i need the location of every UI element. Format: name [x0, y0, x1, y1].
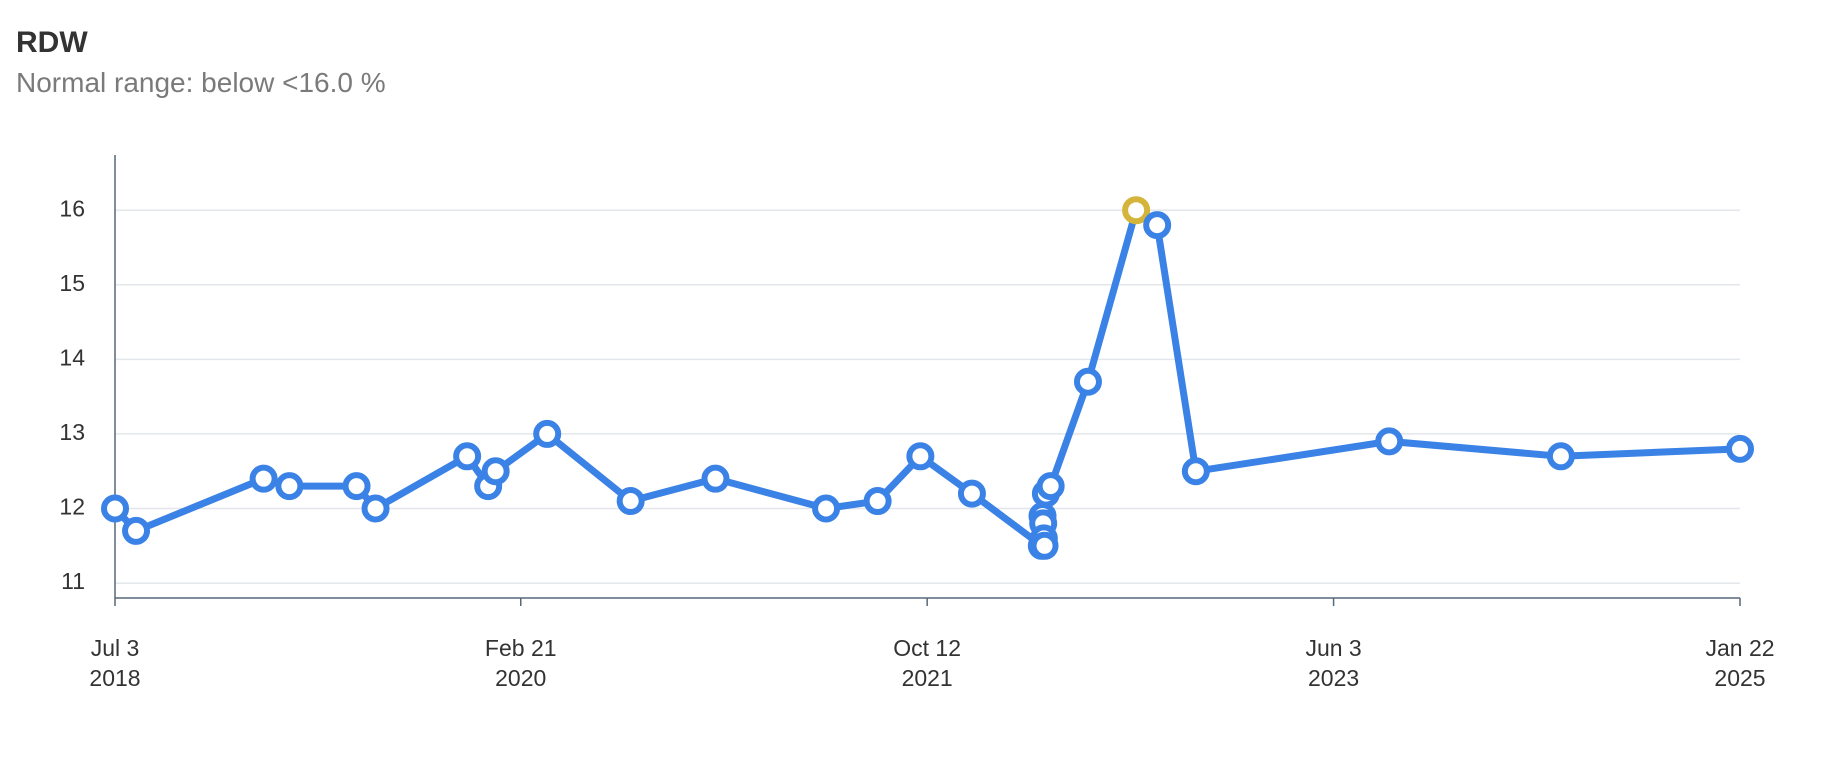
x-tick-label: Oct 12 2021 [893, 635, 961, 691]
y-tick-label: 11 [61, 568, 85, 594]
x-tick-line: Oct 12 [893, 635, 961, 661]
chart-subtitle: Normal range: below <16.0 % [16, 67, 386, 98]
x-tick-line: 2021 [902, 665, 953, 691]
x-tick-line: 2018 [89, 665, 140, 691]
y-tick-label: 16 [59, 195, 85, 221]
grid [115, 209, 1740, 584]
point [1036, 472, 1065, 501]
point [122, 516, 151, 545]
x-tick-line: Jun 3 [1305, 635, 1361, 661]
point [616, 487, 645, 516]
y-tick-label: 13 [59, 419, 85, 445]
x-tick-label: Jun 3 2023 [1305, 635, 1361, 691]
x-tick-line: 2020 [495, 665, 546, 691]
point [453, 442, 482, 471]
point [1073, 367, 1102, 396]
point [906, 442, 935, 471]
x-tick-label: Feb 21 2020 [485, 635, 557, 691]
y-tick-label: 14 [59, 344, 85, 370]
point [812, 494, 841, 523]
x-tick-label: Jul 3 2018 [89, 635, 140, 691]
chart-title: RDW [16, 26, 88, 59]
point [249, 464, 278, 493]
point [1122, 196, 1151, 225]
point [957, 479, 986, 508]
x-tick-line: Jul 3 [91, 635, 140, 661]
point [275, 472, 304, 501]
point [1726, 434, 1754, 463]
x-tick-line: Feb 21 [485, 635, 557, 661]
x-tick-line: 2025 [1714, 665, 1765, 691]
point [701, 464, 730, 493]
point [863, 487, 892, 516]
point [481, 457, 510, 486]
x-tick-label: Jan 22 2025 [1705, 635, 1774, 691]
point [101, 494, 129, 523]
y-tick-label: 12 [59, 494, 85, 520]
point [342, 472, 371, 501]
point [1030, 531, 1059, 560]
point [1375, 427, 1404, 456]
x-tick-line: 2023 [1308, 665, 1359, 691]
point [361, 494, 390, 523]
x-tick-line: Jan 22 [1705, 635, 1774, 661]
point [1143, 211, 1172, 240]
y-tick-label: 15 [59, 270, 85, 296]
point [1546, 442, 1575, 471]
point [533, 419, 562, 448]
point [1181, 457, 1210, 486]
